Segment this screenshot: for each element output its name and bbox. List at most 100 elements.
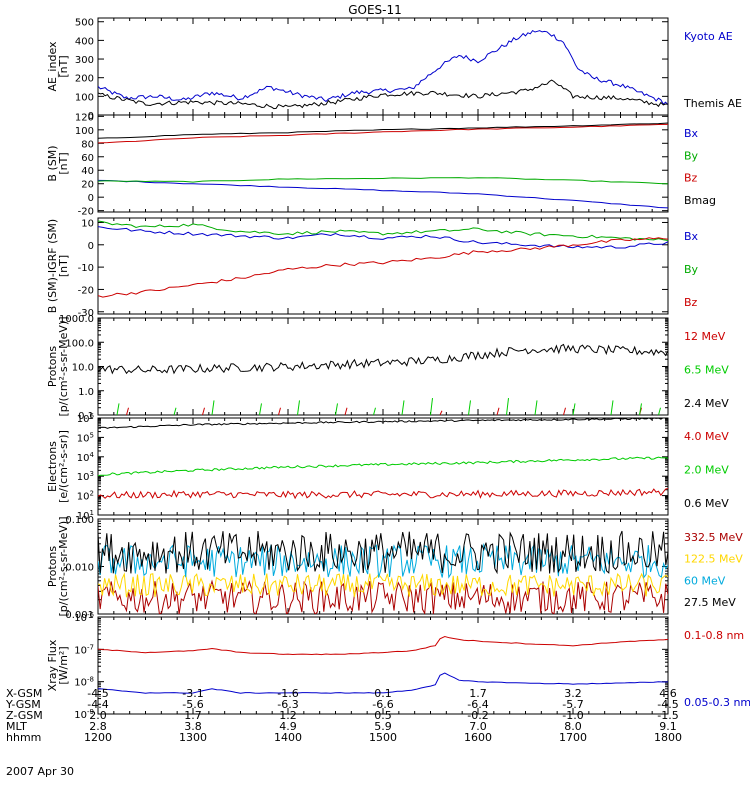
panel-electrons: 101 102 103 104 105 106 Electrons[e/(cm²-s-sr)… xyxy=(46,412,729,522)
panel-series xyxy=(98,635,668,694)
panel-series xyxy=(98,418,668,500)
orbit-value: 1.7 xyxy=(184,709,202,722)
orbit-value: -6.4 xyxy=(467,698,488,711)
y-tick-label: 101 xyxy=(77,509,94,522)
spike-mark xyxy=(126,407,129,415)
spike-mark xyxy=(572,403,576,415)
y-axis-label: AE_index[nT] xyxy=(46,41,70,92)
spike-mark xyxy=(639,403,642,415)
legend-label: Bx xyxy=(684,127,699,140)
panel-series xyxy=(98,343,668,415)
spike-mark xyxy=(297,400,300,415)
orbit-row-name: Z-GSM xyxy=(6,709,43,722)
y-tick-label: 0.1 xyxy=(78,411,94,422)
orbit-value: 0.5 xyxy=(374,709,392,722)
orbit-value: 1300 xyxy=(179,731,207,744)
y-tick-label: 40 xyxy=(81,166,94,177)
orbit-value: -4.4 xyxy=(87,698,108,711)
spike-mark xyxy=(658,407,661,415)
panel-ae: 0 100 200 300 400 500 AE_index[nT] Kyoto AE Them… xyxy=(46,17,742,122)
y-axis-label: B (SM)-IGRF (SM)[nT] xyxy=(46,219,70,313)
y-tick-label: 120 xyxy=(75,112,94,123)
spike-mark xyxy=(335,403,338,415)
orbit-value: -3.1 xyxy=(182,687,203,700)
orbit-value: 9.1 xyxy=(659,720,677,733)
orbit-value: 5.9 xyxy=(374,720,392,733)
y-tick-label: 104 xyxy=(77,451,95,464)
y-axis-label: B (SM)[nT] xyxy=(46,145,70,181)
spike-mark xyxy=(259,403,262,415)
series-line-by xyxy=(98,220,668,241)
y-tick-label: 10-8 xyxy=(74,676,94,689)
spike-mark xyxy=(116,403,120,415)
legend-label: 2.0 MeV xyxy=(684,464,729,477)
orbit-value: 1.2 xyxy=(279,709,297,722)
panel-series xyxy=(98,220,668,298)
series-line-bx xyxy=(98,179,668,209)
series-line-2-0-mev xyxy=(98,456,668,477)
series-line-bz xyxy=(98,123,668,144)
series-line-0-1-0-8-nm xyxy=(98,635,668,656)
series-line-bmag xyxy=(98,122,668,139)
orbit-value: -1.5 xyxy=(657,709,678,722)
panel-protons_hi: 0.1 1.0 10.0 100.0 1000.0Protons[p/(cm²-s-sr… xyxy=(46,314,729,422)
spike-mark xyxy=(202,407,205,415)
legend-label: 60 MeV xyxy=(684,574,726,587)
spike-mark xyxy=(563,407,566,415)
orbit-value: -4.5 xyxy=(87,687,108,700)
series-line-60-mev xyxy=(98,542,668,579)
panel-series xyxy=(98,29,668,110)
orbit-value: 2.0 xyxy=(89,709,107,722)
spike-mark xyxy=(534,400,538,415)
legend-label: By xyxy=(684,263,699,276)
spike-mark xyxy=(401,400,405,415)
panel-xray: 10-9 10-8 10-7 10-6 Xray Flux[W/m²] 0.1-0.8 n… xyxy=(46,611,750,721)
orbit-row-name: X-GSM xyxy=(6,687,42,700)
orbit-value: 1400 xyxy=(274,731,302,744)
series-line-bz xyxy=(98,237,668,298)
orbit-value: -1.0 xyxy=(562,709,583,722)
y-tick-label: 200 xyxy=(75,74,94,85)
y-tick-label: 10.0 xyxy=(72,363,94,374)
y-tick-label: 1.0 xyxy=(78,387,94,398)
spike-mark xyxy=(211,400,215,415)
legend-label: 0.1-0.8 nm xyxy=(684,629,744,642)
y-axis-label: Protons[p/(cm²-s-sr-MeV)] xyxy=(46,517,70,617)
legend-label: 2.4 MeV xyxy=(684,397,729,410)
panel-bdiff: -30 -20 -10 0 10 B (SM)-IGRF (SM)[nT] Bx By Bz xyxy=(46,217,699,319)
orbit-value: 1800 xyxy=(654,731,682,744)
y-tick-label: 10-6 xyxy=(74,611,94,624)
y-tick-label: 500 xyxy=(75,18,94,29)
legend-label: Bz xyxy=(684,296,698,309)
series-line-2-4-mev xyxy=(98,343,668,375)
legend-label: Bz xyxy=(684,172,698,185)
y-tick-label: 100 xyxy=(75,92,94,103)
y-tick-label: 10-9 xyxy=(74,708,94,721)
orbit-value: -4.5 xyxy=(657,698,678,711)
y-tick-label: -20 xyxy=(78,207,94,218)
orbit-value: 1200 xyxy=(84,731,112,744)
orbit-value: -6.3 xyxy=(277,698,298,711)
orbit-row-name: Y-GSM xyxy=(5,698,41,711)
y-tick-label: 0 xyxy=(88,111,94,122)
orbit-value: 2.8 xyxy=(89,720,107,733)
panel-frame xyxy=(97,317,669,416)
y-tick-label: -10 xyxy=(78,263,94,274)
orbit-row-name: MLT xyxy=(6,720,27,733)
spike-mark xyxy=(430,397,433,415)
orbit-value: 1.7 xyxy=(469,687,487,700)
orbit-value: 7.0 xyxy=(469,720,487,733)
legend-label: 12 MeV xyxy=(684,330,726,343)
legend-label: 6.5 MeV xyxy=(684,364,729,377)
y-tick-label: 100.0 xyxy=(65,338,94,349)
orbit-value: -0.2 xyxy=(467,709,488,722)
y-tick-label: 0.100 xyxy=(65,515,94,526)
orbit-value: 1700 xyxy=(559,731,587,744)
series-line-4-0-mev xyxy=(98,488,668,500)
y-tick-label: 105 xyxy=(77,431,94,444)
y-tick-label: 102 xyxy=(77,490,94,503)
orbit-value: 8.0 xyxy=(564,720,582,733)
orbit-value: 3.8 xyxy=(184,720,202,733)
orbit-value: 0.1 xyxy=(374,687,392,700)
